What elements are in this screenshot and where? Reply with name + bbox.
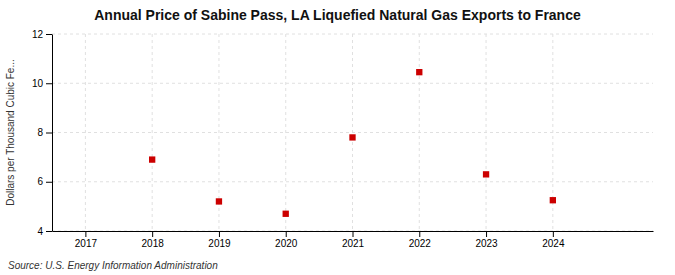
y-tick-label: 6 xyxy=(37,176,43,187)
y-tick: 6 xyxy=(37,176,52,187)
plot: 2017 2018 2019 2020 2021 2022 2023 2024 4 6 8 10 12 xyxy=(32,29,654,249)
y-tick: 10 xyxy=(32,78,52,89)
y-axis-title: Dollars per Thousand Cubic Fe... xyxy=(5,59,16,206)
title: Annual Price of Sabine Pass, LA Liquefie… xyxy=(94,7,581,23)
x-tick-mark xyxy=(286,231,287,237)
x-tick: 2022 xyxy=(409,231,432,249)
grid-line-x xyxy=(486,34,487,231)
x-tick-mark xyxy=(353,231,354,237)
y-tick: 12 xyxy=(32,29,52,40)
point xyxy=(416,69,422,75)
y-tick-label: 10 xyxy=(32,78,44,89)
y-tick-mark xyxy=(46,83,52,84)
x-tick-mark xyxy=(85,231,86,237)
grid-line-x xyxy=(419,34,420,231)
x-axis: 2017 2018 2019 2020 2021 2022 2023 2024 xyxy=(53,231,654,249)
x-tick-mark xyxy=(486,231,487,237)
y-tick-label: 12 xyxy=(32,29,44,40)
y-tick-mark xyxy=(46,34,52,35)
x-tick: 2021 xyxy=(342,231,365,249)
point xyxy=(149,156,155,162)
y-tick-mark xyxy=(46,182,52,183)
point xyxy=(216,198,222,204)
x-tick-label: 2023 xyxy=(475,238,498,249)
x-tick: 2017 xyxy=(75,231,98,249)
y-axis: 4 6 8 10 12 xyxy=(32,29,53,237)
point xyxy=(349,134,355,140)
x-tick-mark xyxy=(219,231,220,237)
x-tick: 2018 xyxy=(142,231,165,249)
point xyxy=(283,211,289,217)
x-tick: 2020 xyxy=(275,231,298,249)
x-tick-label: 2018 xyxy=(142,238,165,249)
y-tick: 8 xyxy=(37,127,52,138)
chart: 2017 2018 2019 2020 2021 2022 2023 2024 4 6 8 10 12 A… xyxy=(0,0,675,275)
point xyxy=(550,197,556,203)
x-tick-label: 2021 xyxy=(342,238,365,249)
x-tick: 2024 xyxy=(542,231,565,249)
grid xyxy=(52,34,653,231)
y-tick: 4 xyxy=(37,226,52,237)
grid-line-y xyxy=(52,181,653,182)
x-tick-mark xyxy=(553,231,554,237)
grid-line-x xyxy=(285,34,286,231)
y-tick-mark xyxy=(46,133,52,134)
annotation: Source: U.S. Energy Information Administ… xyxy=(8,260,218,271)
x-tick-label: 2022 xyxy=(409,238,432,249)
x-tick-label: 2019 xyxy=(208,238,231,249)
x-tick: 2023 xyxy=(475,231,498,249)
point xyxy=(483,171,489,177)
grid-line-x xyxy=(85,34,86,231)
grid-line-x xyxy=(152,34,153,231)
y-tick-label: 8 xyxy=(37,127,43,138)
x-tick-mark xyxy=(152,231,153,237)
y-tick-label: 4 xyxy=(37,226,43,237)
x-tick-label: 2017 xyxy=(75,238,98,249)
x-tick-label: 2024 xyxy=(542,238,565,249)
grid-line-x xyxy=(352,34,353,231)
y-tick-mark xyxy=(46,231,52,232)
y-axis-line xyxy=(52,35,53,232)
x-tick-mark xyxy=(419,231,420,237)
x-tick-label: 2020 xyxy=(275,238,298,249)
points xyxy=(149,69,556,217)
x-tick: 2019 xyxy=(208,231,231,249)
